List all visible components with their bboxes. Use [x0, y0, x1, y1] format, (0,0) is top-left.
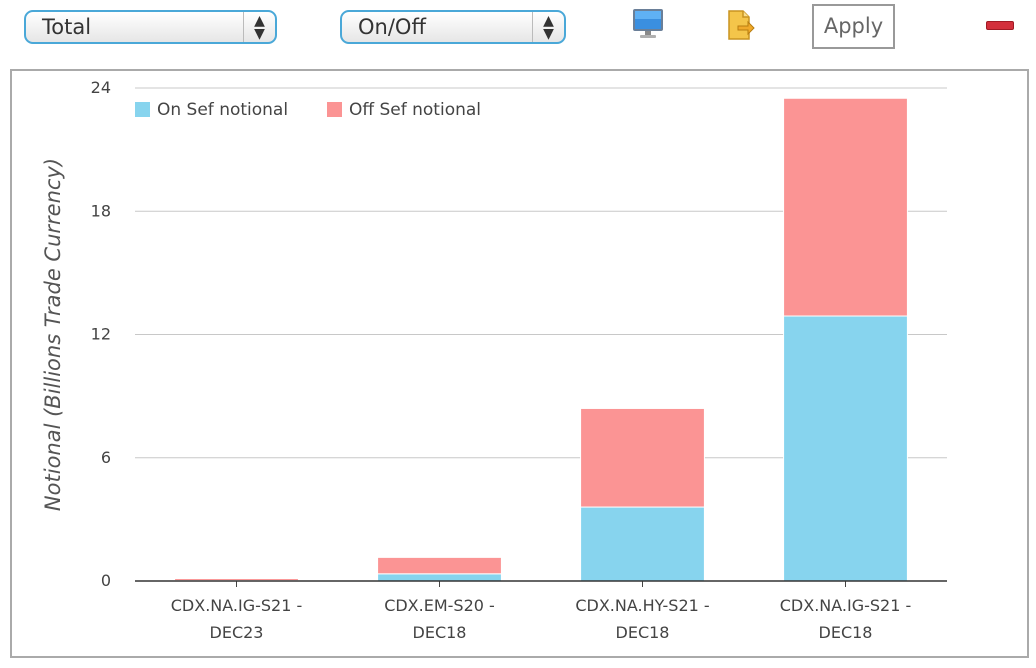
x-tick-label: CDX.NA.IG-S21 - — [171, 596, 303, 615]
y-tick-label: 6 — [101, 448, 111, 467]
bar-off-sef — [783, 97, 908, 317]
y-tick-label: 18 — [91, 201, 111, 220]
x-tick-label: DEC18 — [413, 623, 467, 642]
x-tick-label: DEC23 — [210, 623, 264, 642]
y-tick-label: 12 — [91, 325, 111, 344]
split-select[interactable]: On/Off ▲ ▼ — [340, 10, 566, 44]
y-axis-title: Notional (Billions Trade Currency) — [41, 158, 65, 511]
bar-chart: 0 6 12 18 24 Notional (Billions Trade Currenc… — [41, 78, 947, 642]
toolbar: Total ▲ ▼ On/Off ▲ ▼ Apply — [0, 0, 1036, 60]
legend-swatch — [135, 102, 150, 117]
bar-off-sef — [377, 556, 502, 575]
export-icon[interactable] — [726, 8, 756, 42]
monitor-icon[interactable] — [632, 8, 664, 40]
x-tick-label: DEC18 — [616, 623, 670, 642]
x-tick-label: CDX.EM-S20 - — [384, 596, 495, 615]
x-tick-label: CDX.NA.IG-S21 - — [780, 596, 912, 615]
legend-label: Off Sef notional — [349, 100, 481, 120]
split-select-value: On/Off — [358, 15, 426, 39]
select-arrows-icon: ▲ ▼ — [532, 12, 564, 42]
apply-button[interactable]: Apply — [812, 4, 895, 49]
bar-on-sef — [580, 506, 705, 582]
chart-panel: 0 6 12 18 24 Notional (Billions Trade Currenc… — [10, 69, 1029, 658]
minus-icon[interactable] — [986, 21, 1014, 30]
measure-select[interactable]: Total ▲ ▼ — [24, 10, 277, 44]
y-tick-label: 0 — [101, 571, 111, 590]
legend-swatch — [327, 102, 342, 117]
y-tick-label: 24 — [91, 78, 111, 97]
bar-on-sef — [783, 315, 908, 582]
x-tick-label: DEC18 — [819, 623, 873, 642]
measure-select-value: Total — [42, 15, 92, 39]
bar-off-sef — [580, 407, 705, 508]
legend-label: On Sef notional — [157, 100, 288, 120]
x-tick-label: CDX.NA.HY-S21 - — [575, 596, 709, 615]
select-arrows-icon: ▲ ▼ — [243, 12, 275, 42]
bar-on-sef — [377, 573, 502, 582]
